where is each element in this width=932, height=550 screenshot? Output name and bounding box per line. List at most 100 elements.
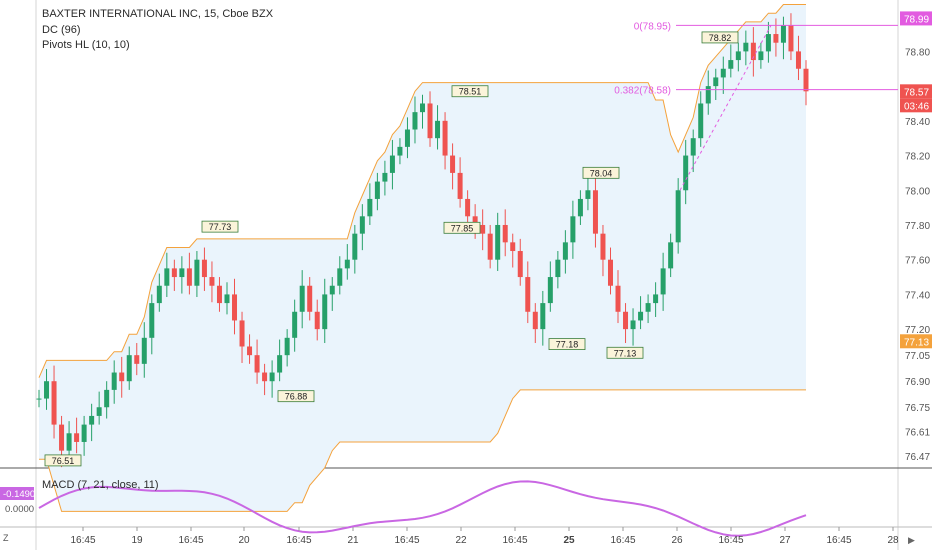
candle-body — [262, 372, 268, 382]
candle-body — [698, 103, 704, 139]
pivot-low-box — [606, 346, 644, 359]
candle-body — [532, 311, 538, 330]
fib-trend-line — [679, 25, 772, 191]
time-tick-label: 16:45 — [718, 535, 743, 546]
candle-body — [59, 424, 65, 451]
macd-indicator-label[interactable]: MACD (7, 21, close, 11) — [42, 479, 159, 491]
candle-body — [404, 129, 410, 147]
candle-body — [307, 285, 313, 312]
candle-body — [577, 198, 583, 217]
candle-body — [352, 233, 358, 260]
candle-body — [412, 112, 418, 130]
candle-body — [359, 216, 365, 234]
candle-body — [773, 34, 779, 43]
pivot-low-label: 76.51 — [52, 456, 75, 466]
candle-body — [630, 320, 636, 330]
candle-body — [224, 294, 230, 304]
candle-body — [232, 294, 238, 321]
price-tick-label: 77.40 — [905, 290, 930, 301]
timezone-icon[interactable]: Z — [3, 533, 9, 543]
scroll-right-icon[interactable]: ▶ — [908, 535, 915, 545]
fib-level-label: 0.382(78.58) — [614, 86, 671, 97]
price-tick-label: 77.20 — [905, 325, 930, 336]
candle-body — [141, 337, 147, 364]
countdown-badge-text: 03:46 — [904, 101, 929, 112]
candle-body — [314, 311, 320, 330]
time-tick-label: 16:45 — [394, 535, 419, 546]
candle-body — [668, 242, 674, 269]
candle-body — [194, 259, 200, 286]
candle-body — [149, 303, 155, 338]
candle-body — [502, 224, 508, 243]
candle-body — [269, 372, 275, 382]
candle-body — [284, 337, 290, 356]
time-tick-label: 25 — [563, 535, 575, 546]
price-tick-label: 76.47 — [905, 452, 930, 463]
price-tick-label: 76.75 — [905, 403, 930, 414]
candle-body — [758, 51, 764, 61]
candle-body — [713, 77, 719, 87]
dc-lower-badge-text: 77.13 — [904, 337, 929, 348]
pivot-low-label: 77.13 — [614, 348, 637, 358]
candle-body — [126, 355, 132, 382]
macd-line — [38, 480, 807, 537]
pivot-low-label: 77.85 — [451, 223, 474, 233]
candle-body — [119, 372, 125, 382]
candle-body — [735, 51, 741, 61]
candle-body — [81, 424, 87, 442]
candle-body — [322, 294, 328, 330]
candle-body — [487, 233, 493, 260]
pivot-low-box — [548, 338, 586, 351]
candle-body — [427, 103, 433, 139]
candle-body — [472, 216, 478, 225]
dc-indicator-label[interactable]: DC (96) — [42, 24, 81, 36]
candle-body — [89, 415, 95, 425]
candle-body — [683, 155, 689, 191]
candle-body — [397, 146, 403, 156]
last-price-badge — [900, 84, 932, 99]
time-tick-label: 27 — [779, 535, 791, 546]
pivot-high-label: 78.82 — [709, 33, 732, 43]
pivot-low-box — [277, 390, 315, 403]
pivot-high-label: 77.73 — [209, 222, 232, 232]
candle-body — [179, 268, 185, 278]
macd-zero-label: 0.0000 — [5, 504, 34, 515]
candle-body — [74, 433, 80, 442]
candle-body — [247, 346, 253, 356]
candle-body — [750, 42, 756, 61]
last-price-badge-text: 78.57 — [904, 87, 929, 98]
fib-level-label: 0(78.95) — [634, 21, 671, 32]
price-tick-label: 77.80 — [905, 221, 930, 232]
candle-body — [495, 224, 501, 260]
candle-body — [510, 242, 516, 252]
candle-body — [728, 60, 734, 69]
candle-body — [525, 277, 531, 312]
candle-body — [44, 381, 50, 399]
countdown-badge — [900, 98, 932, 113]
donchian-lower-line — [39, 389, 806, 512]
pivots-indicator-label[interactable]: Pivots HL (10, 10) — [42, 39, 130, 51]
candle-body — [585, 190, 591, 199]
time-tick-label: 16:45 — [502, 535, 527, 546]
candle-body — [780, 25, 786, 43]
time-tick-label: 16:45 — [178, 535, 203, 546]
candle-body — [765, 34, 771, 52]
candle-body — [442, 120, 448, 156]
candle-body — [592, 190, 598, 234]
candle-body — [66, 433, 72, 451]
price-tick-label: 77.60 — [905, 256, 930, 267]
price-tick-label: 77.05 — [905, 351, 930, 362]
candle-body — [660, 268, 666, 295]
time-tick-label: 16:45 — [286, 535, 311, 546]
candle-body — [795, 51, 801, 69]
macd-value-badge — [0, 487, 34, 500]
chart-title: BAXTER INTERNATIONAL INC, 15, Cboe BZX — [42, 8, 274, 20]
candle-body — [382, 172, 388, 182]
candle-body — [389, 155, 395, 173]
candle-body — [690, 138, 696, 156]
time-tick-label: 28 — [887, 535, 899, 546]
candle-body — [600, 233, 606, 260]
pivot-high-box — [201, 220, 239, 233]
candle-body — [254, 355, 260, 373]
